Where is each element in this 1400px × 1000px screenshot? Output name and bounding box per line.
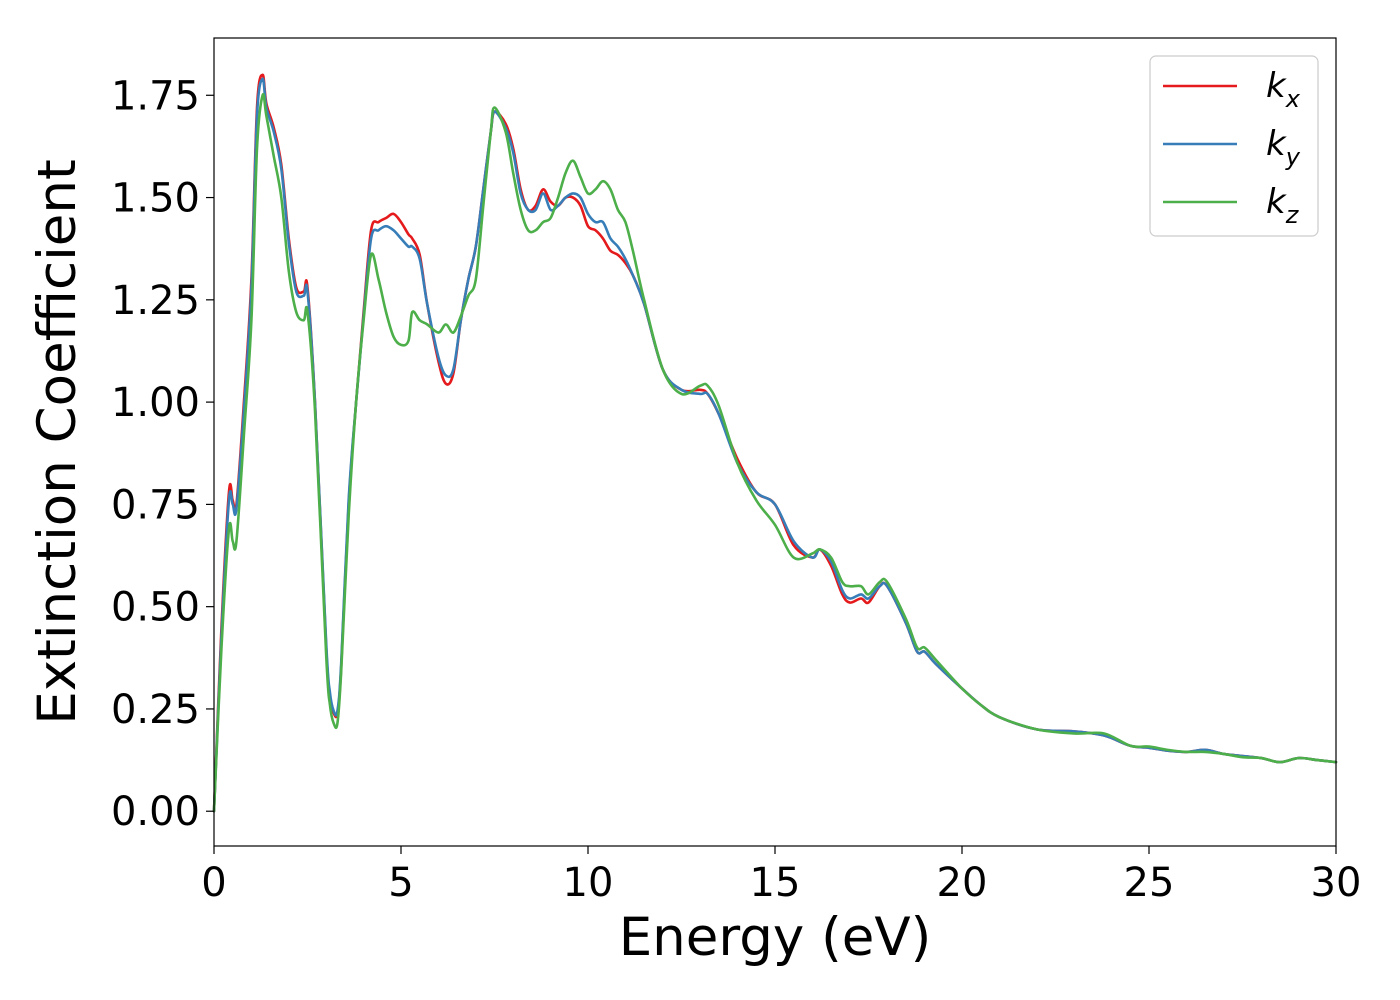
legend-label-main: k [1266,182,1287,222]
y-tick-label: 0.25 [111,687,200,733]
y-tick-label: 1.75 [111,73,200,119]
legend-box [1149,55,1319,237]
x-tick-label: 5 [388,860,413,906]
series-line-z [212,92,1338,813]
x-tick-label: 15 [750,860,801,906]
legend-label-subscript: x [1285,85,1301,113]
x-tick-label: 0 [201,860,226,906]
legend-label-z: kz [1266,182,1300,229]
y-tick-label: 1.00 [111,380,200,426]
y-tick-label: 1.50 [111,176,200,222]
legend-label-subscript: z [1285,201,1300,229]
legend-label-x: kx [1266,66,1301,113]
y-axis-ticks: 0.00 0.25 0.50 0.75 1.00 1.25 1.50 1.75 [111,73,214,835]
legend-label-y: ky [1266,124,1301,171]
legend-label-subscript: y [1285,143,1301,171]
legend-label-main: k [1266,66,1287,106]
x-tick-label: 10 [563,860,614,906]
plot-lines [212,73,1338,813]
legend-label-main: k [1266,124,1287,164]
y-tick-label: 0.75 [111,482,200,528]
y-tick-label: 1.25 [111,278,200,324]
y-axis-title: Extinction Coefficient [27,159,88,725]
x-tick-label: 20 [937,860,988,906]
x-axis-title: Energy (eV) [619,907,932,968]
x-tick-label: 30 [1311,860,1362,906]
x-axis-ticks: 0 5 10 15 20 25 30 [201,846,1361,906]
y-tick-label: 0.50 [111,585,200,631]
series-line-y [212,77,1338,813]
x-tick-label: 25 [1124,860,1175,906]
y-tick-label: 0.00 [111,789,200,835]
